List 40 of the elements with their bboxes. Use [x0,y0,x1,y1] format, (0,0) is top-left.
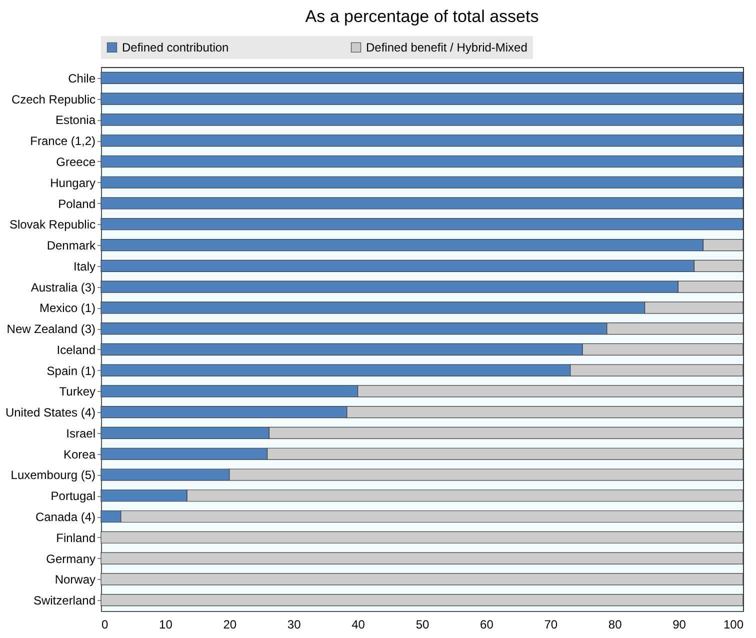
y-tick-label: United States (4) [5,406,96,420]
y-tick-label: Chile [68,71,96,86]
y-tick-label: Slovak Republic [9,218,96,232]
y-tick-label: Iceland [56,342,96,357]
y-tick-label: Switzerland [33,594,96,608]
x-tick-label: 80 [608,618,622,632]
y-tick-label: Poland [58,196,96,211]
y-tick-label: New Zealand (3) [6,322,96,336]
y-tick-label: Finland [56,530,96,545]
y-tick-label: Germany [46,552,96,566]
x-tick-label: 20 [223,618,237,632]
x-tick-label: 50 [416,618,430,632]
y-tick-label: Luxembourg (5) [10,468,96,482]
y-tick-label: Denmark [46,238,96,253]
y-tick-label: Italy [73,259,96,274]
y-tick-label: Korea [63,447,96,462]
x-tick-label: 10 [159,618,173,632]
x-tick-label: 40 [352,618,366,632]
x-tick-label: 0 [102,618,108,632]
y-tick-label: Canada (4) [35,510,96,524]
y-tick-label: Mexico (1) [39,301,96,316]
legend-label: Defined contribution [122,40,229,54]
x-tick-label: 100 [723,618,744,632]
y-tick-label: France (1,2) [30,134,96,148]
x-tick-label: 70 [544,618,558,632]
y-tick-label: Norway [54,572,96,587]
y-tick-label: Greece [56,154,96,169]
y-tick-label: Israel [66,426,96,440]
y-tick-label: Spain (1) [46,364,96,378]
x-tick-label: 60 [480,618,494,632]
legend-label: Defined benefit / Hybrid-Mixed [366,40,528,54]
y-tick-label: Hungary [50,176,96,190]
y-tick-label: Australia (3) [30,280,96,294]
x-tick-label: 90 [672,618,686,632]
x-tick-label: 30 [287,618,302,632]
y-tick-label: Estonia [55,113,96,128]
chart-title: As a percentage of total assets [305,7,539,26]
y-tick-label: Turkey [59,384,96,399]
y-tick-label: Czech Republic [11,92,96,106]
y-tick-label: Portugal [50,489,96,504]
